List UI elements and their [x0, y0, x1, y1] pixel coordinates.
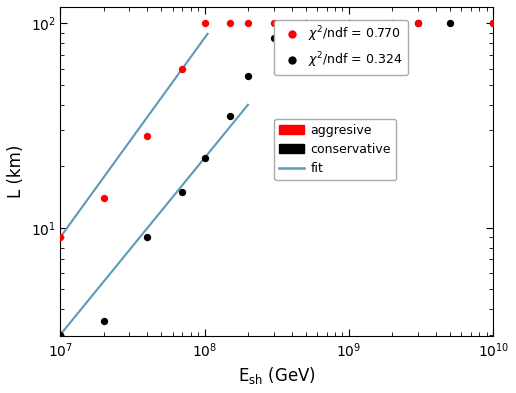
- Point: [56, 234, 64, 240]
- Point: [143, 133, 151, 140]
- Point: [446, 20, 454, 26]
- Point: [100, 318, 108, 324]
- Point: [269, 20, 278, 26]
- Point: [226, 20, 234, 26]
- Point: [345, 20, 353, 26]
- Point: [178, 189, 186, 195]
- Point: [389, 20, 397, 26]
- Point: [269, 35, 278, 41]
- Point: [301, 20, 310, 26]
- Point: [226, 113, 234, 119]
- Legend: aggresive, conservative, fit: aggresive, conservative, fit: [275, 119, 396, 180]
- Point: [178, 66, 186, 72]
- Point: [56, 331, 64, 338]
- Point: [301, 20, 310, 26]
- Point: [201, 20, 209, 26]
- Point: [414, 20, 422, 26]
- Point: [345, 20, 353, 26]
- Point: [489, 20, 497, 26]
- Point: [489, 20, 497, 26]
- Point: [100, 195, 108, 201]
- X-axis label: E$_{\mathrm{sh}}$ (GeV): E$_{\mathrm{sh}}$ (GeV): [238, 365, 316, 386]
- Point: [201, 154, 209, 161]
- Point: [143, 234, 151, 240]
- Point: [244, 20, 252, 26]
- Point: [414, 20, 422, 26]
- Point: [244, 73, 252, 79]
- Y-axis label: L (km): L (km): [7, 145, 25, 198]
